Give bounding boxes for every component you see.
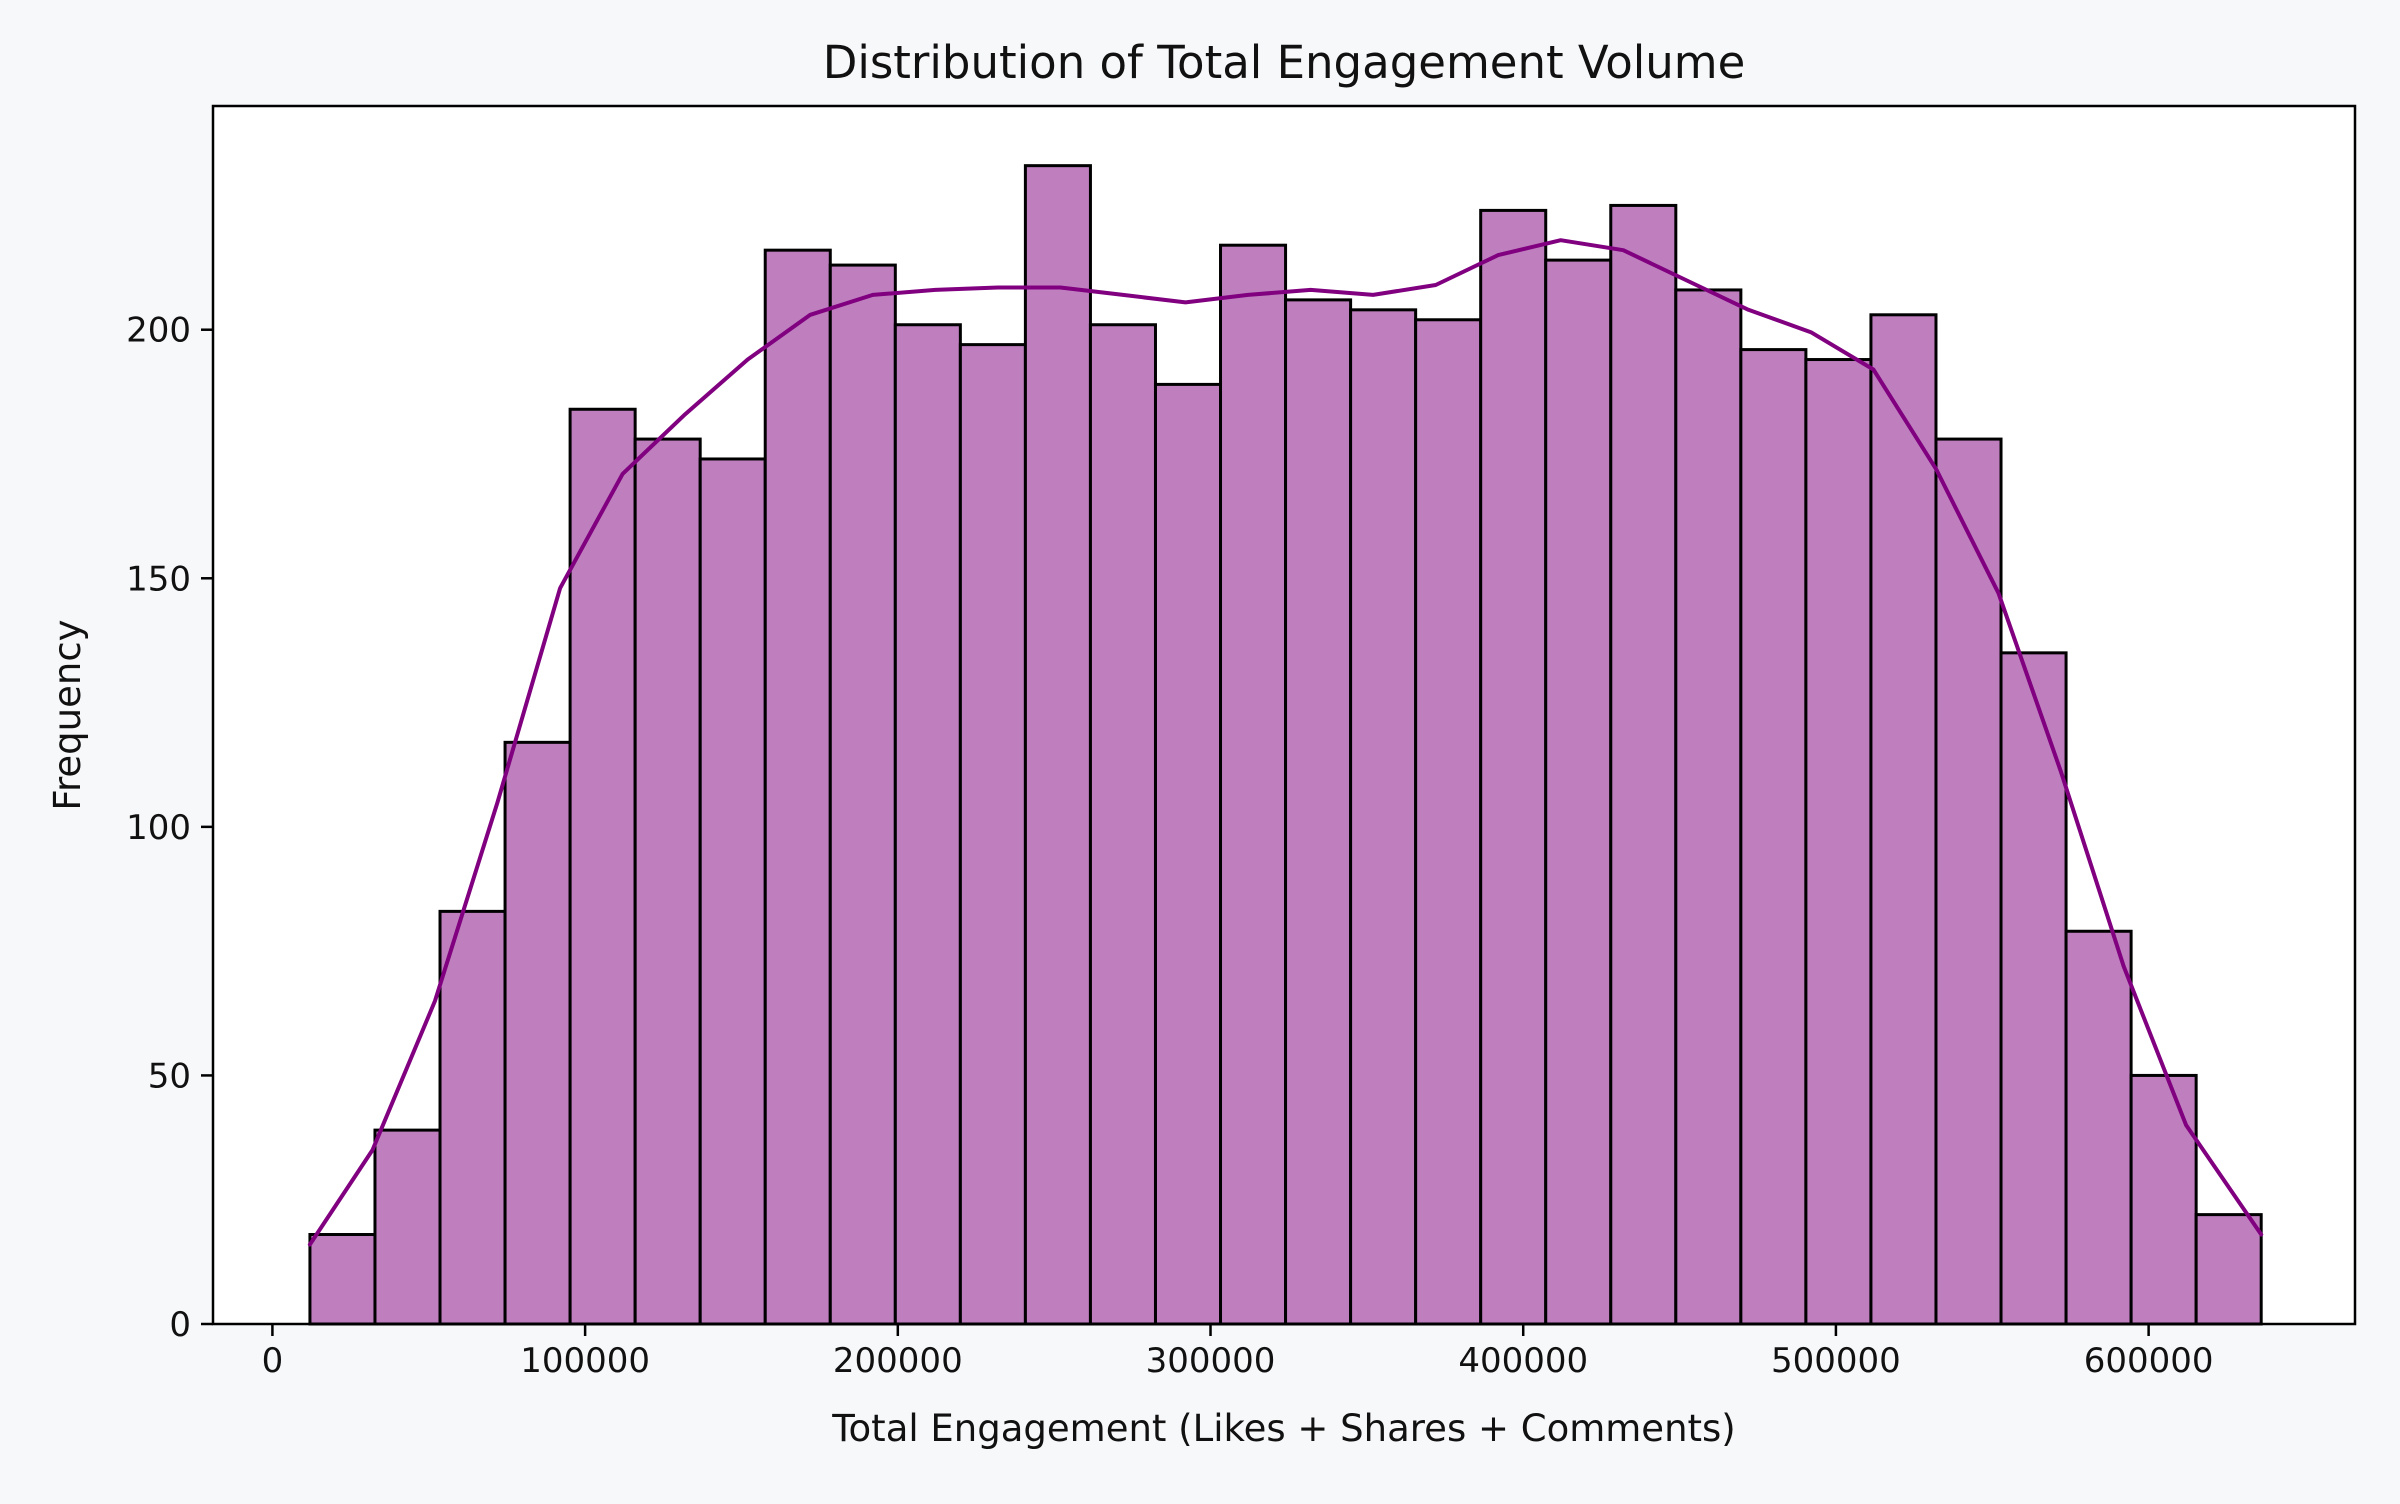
x-tick-label: 400000 (1458, 1341, 1588, 1381)
y-tick-label: 0 (169, 1305, 191, 1345)
histogram-bar (1219, 243, 1288, 1326)
histogram-bar (1479, 208, 1548, 1326)
histogram-bar (1609, 203, 1678, 1326)
histogram-bar (438, 909, 507, 1326)
histogram-bar (633, 437, 702, 1326)
y-axis-label: Frequency (46, 619, 89, 810)
histogram-bar (1804, 358, 1873, 1326)
y-axis-ticks: 0 50 100 150 200 (126, 311, 213, 1345)
histogram-bar (1414, 318, 1483, 1326)
x-tick-label: 500000 (1771, 1341, 1901, 1381)
histogram-bar (958, 343, 1027, 1326)
histogram-bar (2194, 1213, 2263, 1326)
histogram-bar (373, 1128, 442, 1326)
x-axis-label: Total Engagement (Likes + Shares + Comme… (831, 1407, 1736, 1450)
plot-frame (211, 104, 2357, 1326)
x-tick-label: 100000 (520, 1341, 650, 1381)
x-tick-label: 0 (262, 1341, 284, 1381)
histogram-bar (1284, 298, 1353, 1326)
histogram-bar (698, 457, 767, 1326)
histogram-bar (1153, 382, 1223, 1326)
kde-curve (307, 238, 2264, 1247)
x-axis-ticks: 0 100000 200000 300000 400000 500000 600000 (262, 1324, 2214, 1381)
histogram-bar (1023, 164, 1092, 1326)
histogram-bar (568, 407, 637, 1326)
y-tick-label: 50 (148, 1056, 191, 1096)
x-tick-label: 600000 (2084, 1341, 2214, 1381)
histogram-bar (1349, 308, 1418, 1326)
x-tick-label: 200000 (833, 1341, 963, 1381)
histogram-bar (1869, 313, 1938, 1326)
histogram-bar (828, 263, 897, 1326)
histogram-bar (1544, 258, 1613, 1326)
histogram-bar (2129, 1073, 2198, 1326)
y-tick-label: 100 (126, 808, 191, 848)
histogram-bar (1739, 348, 1808, 1326)
histogram-bar (1088, 323, 1157, 1326)
histogram-bar (503, 740, 572, 1326)
y-tick-label: 150 (126, 559, 191, 599)
y-tick-label: 200 (126, 311, 191, 351)
chart-title: Distribution of Total Engagement Volume (823, 36, 1746, 89)
histogram-bar (2064, 929, 2133, 1326)
histogram-bar (1674, 288, 1743, 1326)
histogram-bar (893, 323, 962, 1326)
histogram-bar (763, 248, 832, 1326)
x-tick-label: 300000 (1146, 1341, 1276, 1381)
bars-layer (308, 164, 2263, 1326)
histogram-bar (308, 1233, 377, 1326)
histogram-bar (1934, 437, 2003, 1326)
